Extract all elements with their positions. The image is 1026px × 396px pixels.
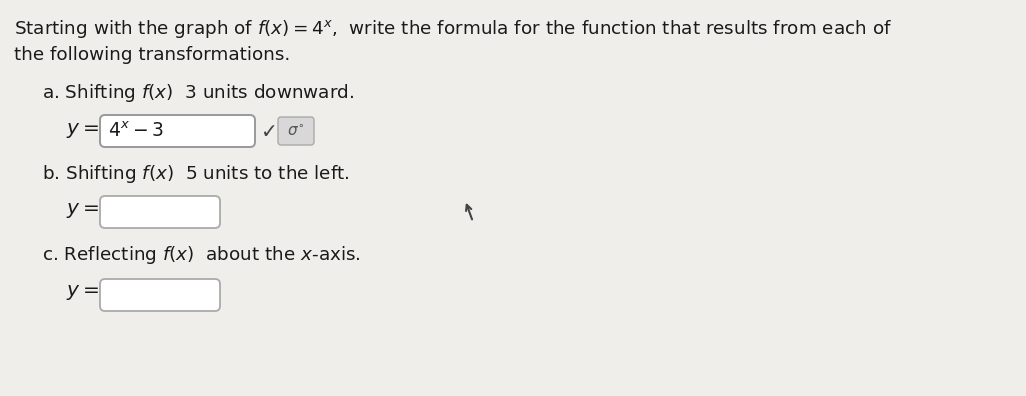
Text: $y=$: $y=$ — [66, 200, 100, 219]
Text: a. Shifting $f(x)$  3 units downward.: a. Shifting $f(x)$ 3 units downward. — [42, 82, 354, 104]
Text: $4^x-3$: $4^x-3$ — [108, 121, 164, 141]
FancyBboxPatch shape — [100, 279, 220, 311]
Text: $y=$: $y=$ — [66, 120, 100, 139]
Text: c. Reflecting $f(x)$  about the $x$-axis.: c. Reflecting $f(x)$ about the $x$-axis. — [42, 244, 361, 266]
FancyBboxPatch shape — [100, 196, 220, 228]
FancyBboxPatch shape — [100, 115, 255, 147]
Text: b. Shifting $f(x)$  5 units to the left.: b. Shifting $f(x)$ 5 units to the left. — [42, 163, 350, 185]
Text: $\sigma^{\!\circ}$: $\sigma^{\!\circ}$ — [287, 123, 305, 139]
Text: $\checkmark$: $\checkmark$ — [260, 122, 275, 141]
Text: the following transformations.: the following transformations. — [14, 46, 290, 64]
Text: Starting with the graph of $f(x) = 4^x$,  write the formula for the function tha: Starting with the graph of $f(x) = 4^x$,… — [14, 18, 892, 40]
FancyBboxPatch shape — [278, 117, 314, 145]
Text: $y=$: $y=$ — [66, 284, 100, 303]
